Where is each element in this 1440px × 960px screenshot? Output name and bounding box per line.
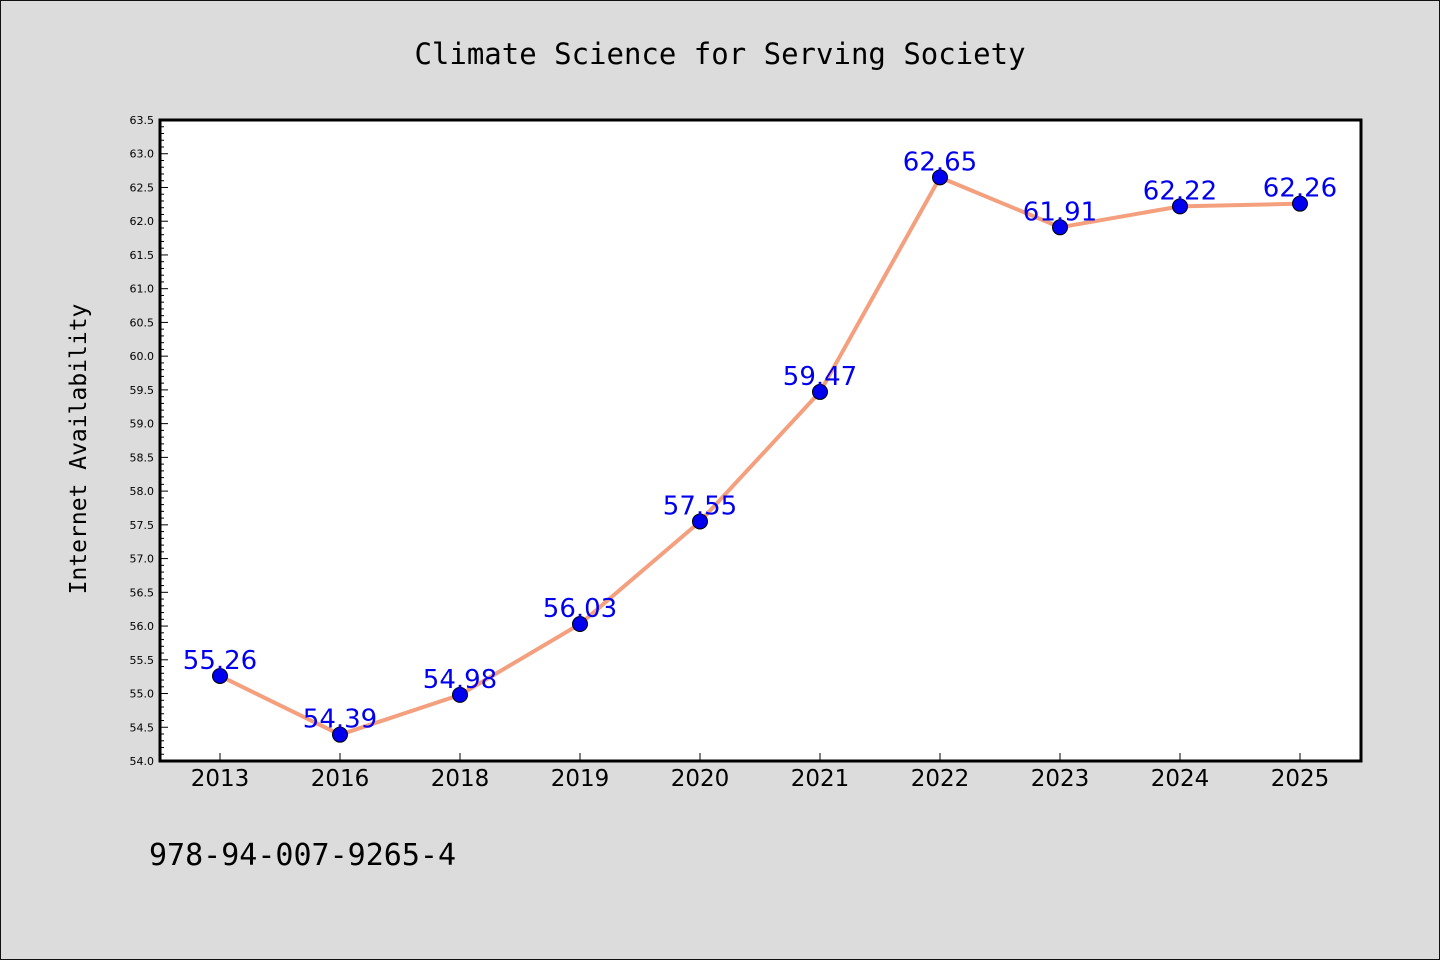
- data-point: [332, 726, 348, 743]
- plot-area: [158, 118, 1363, 763]
- y-tick-label: 57.0: [130, 553, 155, 566]
- y-tick-label: 54.5: [130, 721, 155, 734]
- data-label: 62.22: [1143, 176, 1217, 206]
- y-tick-label: 54.0: [130, 755, 155, 768]
- y-tick-label: 56.5: [130, 586, 155, 599]
- data-label: 57.55: [663, 491, 737, 521]
- x-tick-label: 2025: [1271, 766, 1330, 792]
- series-group: 55.26 54.39 54.98 56.03 57.55 59.47 62.65 61.91…: [183, 147, 1337, 743]
- y-axis-label: Internet Availability: [66, 304, 92, 595]
- y-tick-label: 60.0: [130, 350, 155, 363]
- y-tick-label: 60.5: [130, 316, 155, 329]
- y-axis: 54.0 54.5 55.0 55.5 56.0 56.5 57.0 57.5 58.0 58.5…: [130, 114, 168, 768]
- data-point: [692, 513, 708, 530]
- x-tick-label: 2016: [311, 766, 370, 792]
- x-tick-label: 2023: [1031, 766, 1090, 792]
- data-point: [1052, 219, 1068, 236]
- data-point: [572, 616, 588, 633]
- y-tick-label: 59.0: [130, 418, 155, 431]
- y-tick-label: 62.5: [130, 181, 155, 194]
- x-axis: 2013 2016 2018 2019 2020 2021 2022 2023 2024 2025: [191, 753, 1330, 792]
- y-tick-label: 59.5: [130, 384, 155, 397]
- data-label: 62.65: [903, 147, 977, 177]
- chart-title: Climate Science for Serving Society: [414, 37, 1025, 71]
- data-label: 59.47: [783, 362, 857, 392]
- data-label: 55.26: [183, 646, 257, 676]
- data-label: 54.98: [423, 665, 497, 695]
- y-tick-label: 63.0: [130, 148, 155, 161]
- y-tick-label: 56.0: [130, 620, 155, 633]
- y-tick-label: 57.5: [130, 519, 155, 532]
- x-tick-label: 2021: [791, 766, 850, 792]
- data-point: [1292, 195, 1308, 212]
- data-label: 56.03: [543, 594, 617, 624]
- data-point: [452, 686, 468, 703]
- y-tick-label: 62.0: [130, 215, 155, 228]
- y-tick-label: 55.5: [130, 654, 155, 667]
- data-point: [812, 383, 828, 400]
- y-tick-label: 61.5: [130, 249, 155, 262]
- data-label: 61.91: [1023, 197, 1097, 227]
- data-label: 54.39: [303, 705, 377, 735]
- y-tick-label: 63.5: [130, 114, 155, 127]
- series-line: [218, 175, 1302, 737]
- data-label: 62.26: [1263, 174, 1337, 204]
- y-tick-label: 55.0: [130, 688, 155, 701]
- data-point: [1172, 198, 1188, 215]
- data-point: [212, 667, 228, 684]
- x-tick-label: 2013: [191, 766, 250, 792]
- x-tick-label: 2024: [1151, 766, 1210, 792]
- x-tick-label: 2018: [431, 766, 490, 792]
- y-tick-label: 61.0: [130, 283, 155, 296]
- x-tick-label: 2020: [671, 766, 730, 792]
- y-tick-label: 58.0: [130, 485, 155, 498]
- isbn-footer: 978-94-007-9265-4: [149, 838, 456, 873]
- x-tick-label: 2019: [551, 766, 610, 792]
- y-tick-label: 58.5: [130, 451, 155, 464]
- data-point: [932, 169, 948, 186]
- x-tick-label: 2022: [911, 766, 970, 792]
